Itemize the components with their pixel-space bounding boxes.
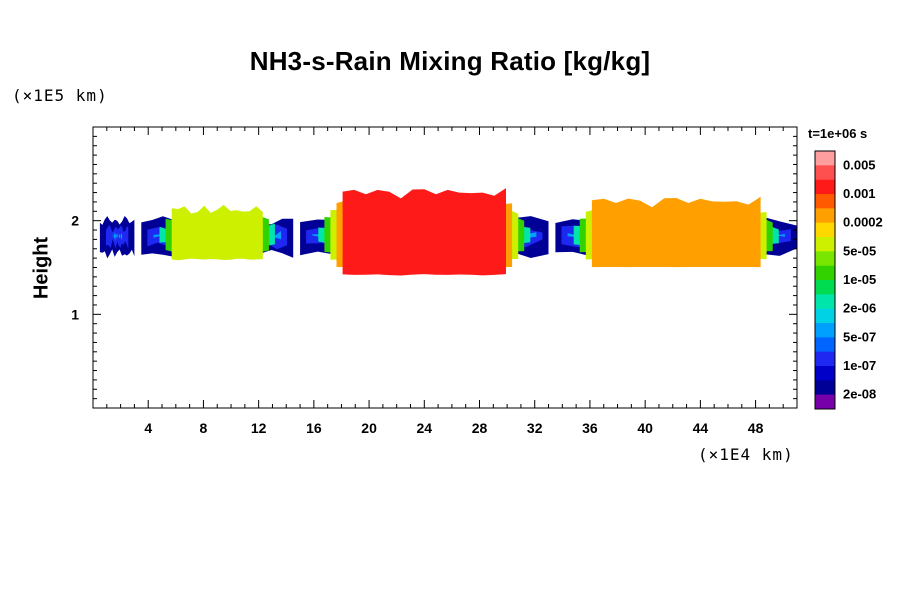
x-tick-label: 20 [361,420,377,436]
colorbar-swatch [815,251,835,266]
x-axis: 4 8 12 16 20 24 28 32 36 40 44 48 [106,127,784,436]
contour-band [112,231,123,241]
x-tick-label: 16 [306,420,322,436]
y-tick-label: 1 [71,306,79,322]
x-tick-label: 8 [200,420,208,436]
colorbar-label: 0.001 [843,186,876,201]
x-tick-label: 36 [582,420,598,436]
colorbar-swatch [815,380,835,395]
x-tick-label: 48 [748,420,764,436]
y-axis: 12 [71,135,797,400]
colorbar-label: 0.0002 [843,215,883,230]
x-tick-label: 24 [417,420,433,436]
contour-band [342,188,506,276]
x-tick-label: 32 [527,420,543,436]
colorbar-swatch [815,280,835,295]
colorbar-label: 1e-07 [843,358,876,373]
colorbar-label: 5e-07 [843,329,876,344]
x-axis-unit-label: (×1E4 km) [698,445,794,464]
colorbar-label: 2e-08 [843,387,876,402]
colorbar-swatch [815,294,835,309]
colorbar-label: 5e-05 [843,243,876,258]
x-tick-label: 44 [693,420,709,436]
colorbar-swatch [815,237,835,252]
x-tick-label: 28 [472,420,488,436]
colorbar-label: 2e-06 [843,301,876,316]
colorbar-label: 0.005 [843,157,876,172]
y-tick-label: 2 [71,213,79,229]
time-label: t=1e+06 s [808,126,868,141]
colorbar-label: 1e-05 [843,272,876,287]
contour-band [171,204,263,261]
colorbar-swatch [815,179,835,195]
x-tick-label: 12 [251,420,267,436]
chart-title: NH3-s-Rain Mixing Ratio [kg/kg] [249,46,651,76]
colorbar-swatch [815,337,835,352]
colorbar-swatch [815,351,835,367]
colorbar-swatch [815,208,835,223]
contour-field [99,188,797,276]
contour-band [591,196,761,268]
colorbar-swatch [815,366,835,381]
y-axis-unit-label: (×1E5 km) [12,86,108,105]
colorbar-swatch [815,308,835,324]
colorbar-swatch [815,165,835,180]
x-tick-label: 40 [637,420,653,436]
colorbar: 0.005 0.001 0.0002 5e-05 1e-05 2e-06 5e-07 1e-0… [814,150,883,410]
colorbar-swatch [815,151,835,166]
colorbar-swatch [815,222,835,238]
colorbar-swatch [815,265,835,281]
colorbar-swatch [815,323,835,338]
colorbar-frame [814,150,836,410]
colorbar-swatch [815,194,835,209]
x-tick-label: 4 [144,420,152,436]
colorbar-swatch [815,394,835,410]
